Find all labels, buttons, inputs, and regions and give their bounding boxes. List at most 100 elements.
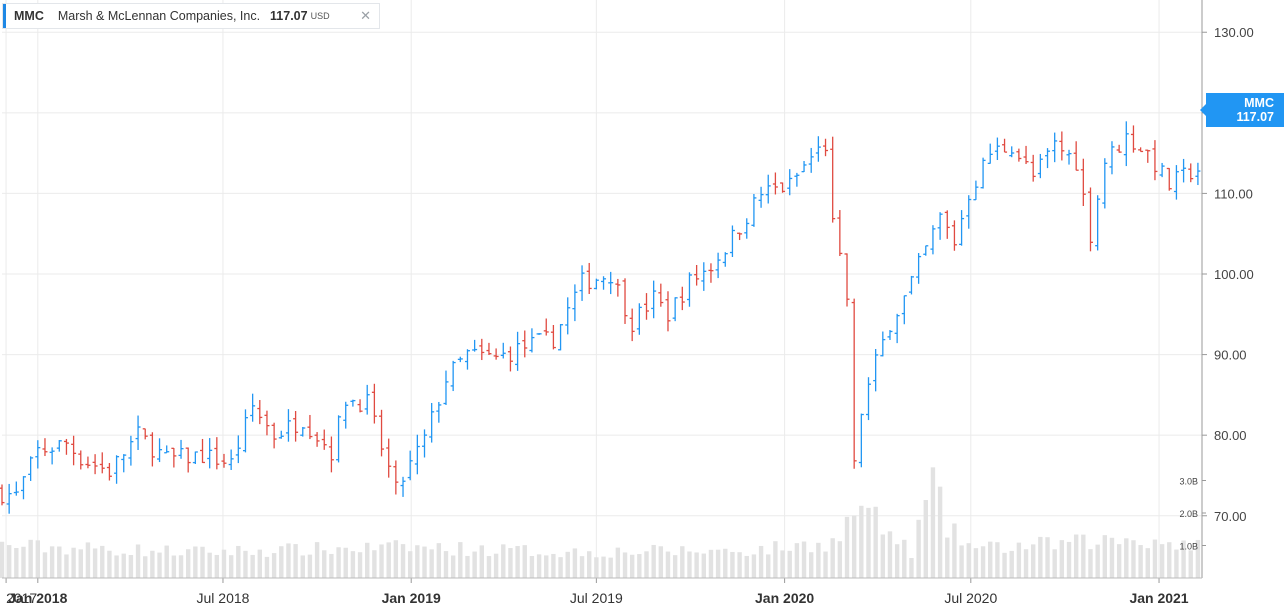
ohlc-bar-up [916, 253, 922, 284]
ohlc-bar-up [336, 415, 342, 463]
ohlc-bar-up [529, 328, 535, 353]
ohlc-bar-down [486, 342, 492, 355]
volume-bar [622, 552, 628, 578]
ohlc-bar-up [1095, 195, 1101, 251]
volume-bar [135, 544, 141, 578]
ohlc-bar-up [157, 438, 163, 463]
volume-bar [551, 553, 556, 578]
ohlc-bar-up [901, 295, 907, 325]
ohlc-bar-up [751, 193, 757, 227]
volume-bar [937, 486, 943, 578]
close-icon[interactable]: ✕ [360, 8, 371, 23]
ohlc-bar-up [966, 195, 972, 229]
volume-bar [916, 519, 921, 578]
date-tick-label: Jan 2020 [755, 590, 814, 606]
price-tick-label: 110.00 [1214, 186, 1253, 201]
ohlc-bar-up [987, 143, 993, 165]
volume-bar [178, 555, 184, 578]
ohlc-bar-up [558, 324, 564, 351]
volume-bar [680, 546, 685, 578]
ohlc-bar-down [1188, 163, 1194, 183]
volume-bar [1159, 544, 1165, 578]
ohlc-bar-down [679, 286, 685, 311]
volume-bar [737, 552, 742, 578]
ohlc-bar-up [285, 409, 291, 442]
ohlc-bar-up [228, 449, 234, 470]
ohlc-bar-down [1080, 158, 1086, 207]
volume-bar [329, 553, 334, 578]
volume-bar [1145, 548, 1150, 578]
ohlc-bar-down [142, 428, 148, 440]
volume-bar [300, 555, 305, 578]
volume-bar [766, 554, 771, 578]
ohlc-bar-down [1116, 144, 1122, 153]
legend-price: 117.07 [270, 9, 308, 23]
price-tick-label: 90.00 [1214, 348, 1247, 363]
ohlc-bar-up [980, 157, 986, 189]
volume-bar [1066, 541, 1072, 578]
chart-axes: 70.0080.0090.00100.00110.00120.00130.002… [2, 0, 1254, 606]
ohlc-bar-down [658, 283, 664, 307]
ohlc-bar-up [758, 186, 764, 208]
volume-bar [1052, 549, 1057, 578]
ohlc-bar-up [128, 435, 134, 466]
volume-bar [1002, 552, 1007, 578]
ohlc-bar-up [1009, 146, 1015, 158]
ohlc-bar-up [1109, 141, 1115, 175]
ohlc-bar-up [744, 218, 750, 239]
volume-bar [579, 556, 585, 578]
date-tick-label: 2017 [6, 590, 37, 606]
ohlc-bar-up [572, 284, 578, 322]
volume-bar [78, 549, 83, 578]
ohlc-bar-up [450, 360, 456, 392]
volume-bar [307, 554, 313, 578]
volume-bar [687, 551, 692, 578]
volume-bar [400, 544, 406, 578]
volume-bar [966, 543, 971, 578]
ohlc-bar-up [407, 450, 413, 481]
ohlc-bar-up [937, 212, 943, 240]
volume-bar [1031, 544, 1036, 578]
ohlc-bar-down [106, 462, 112, 481]
volume-bar [228, 555, 234, 578]
volume-bar [286, 543, 291, 578]
ohlc-bar-up [672, 297, 678, 322]
ohlc-bar-up [873, 348, 879, 392]
volume-bar [107, 550, 112, 578]
volume-bar [1059, 540, 1065, 578]
ohlc-bar-down [586, 262, 592, 295]
ohlc-bar-up [858, 413, 864, 468]
volume-bar [536, 554, 542, 578]
volume-bar [1023, 549, 1029, 578]
ohlc-bar-down [386, 438, 392, 478]
volume-bar [128, 554, 134, 578]
ohlc-bar-up [464, 349, 470, 370]
volume-bar [587, 551, 592, 578]
volume-bar [71, 547, 76, 578]
volume-tick-label: 3.0B [1179, 477, 1198, 487]
ohlc-bar-down [1138, 147, 1144, 153]
ohlc-bar-up [608, 271, 614, 295]
ohlc-bar-up [923, 245, 929, 256]
ohlc-bar-down [837, 210, 843, 256]
volume-bar [1124, 538, 1129, 578]
ohlc-bar-up [579, 265, 585, 301]
symbol-legend[interactable]: MMC Marsh & McLennan Companies, Inc. 117… [2, 3, 380, 29]
volume-bar [1109, 537, 1115, 578]
ohlc-bar-down [99, 452, 105, 474]
ohlc-bar-up [715, 252, 721, 279]
ohlc-bar-down [78, 450, 84, 470]
ohlc-bar-up [250, 393, 256, 422]
volume-bar [601, 556, 606, 578]
ohlc-bar-up [192, 451, 198, 465]
ohlc-bar-down [42, 438, 48, 457]
ohlc-bar-down [615, 278, 621, 297]
volume-bar [529, 556, 535, 578]
volume-bar [157, 552, 162, 578]
legend-company-name: Marsh & McLennan Companies, Inc. [57, 9, 261, 23]
ohlc-bar-down [493, 348, 499, 360]
volume-bar [1016, 542, 1022, 578]
volume-bar [1195, 539, 1201, 578]
volume-bar [637, 554, 642, 578]
